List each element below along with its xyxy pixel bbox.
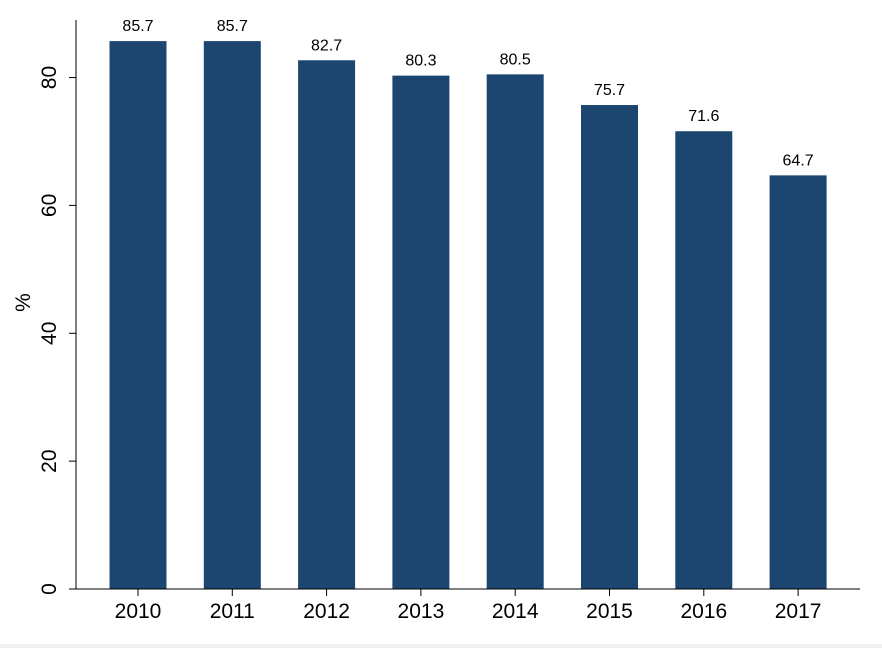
bar-value-label: 80.5 — [500, 51, 531, 68]
x-tick-label: 2017 — [775, 600, 822, 623]
bar — [675, 131, 733, 590]
x-axis-ticks: 2010 2011 2012 2013 2014 2015 2016 2017 — [115, 589, 822, 623]
bar — [298, 60, 356, 589]
bar-value-label: 80.3 — [405, 53, 436, 70]
bar — [109, 41, 167, 589]
bottom-divider — [0, 644, 882, 648]
y-tick-label: 80 — [38, 66, 61, 89]
bar-value-labels: 85.7 85.7 82.7 80.3 80.5 75.7 71.6 64.7 — [122, 18, 813, 169]
bar — [392, 75, 450, 590]
bar-value-label: 85.7 — [122, 18, 153, 35]
y-tick-label: 60 — [38, 194, 61, 217]
bar-value-label: 64.7 — [783, 152, 814, 169]
bar — [769, 175, 827, 589]
y-tick-label: 20 — [38, 449, 61, 472]
x-tick-label: 2016 — [680, 600, 727, 623]
x-tick-label: 2010 — [115, 600, 162, 623]
x-tick-label: 2012 — [303, 600, 350, 623]
bar-value-label: 85.7 — [217, 18, 248, 35]
bars-group — [109, 41, 827, 590]
bar-value-label: 75.7 — [594, 82, 625, 99]
x-tick-label: 2014 — [492, 600, 539, 623]
y-axis-label: % — [12, 293, 35, 312]
x-tick-label: 2015 — [586, 600, 633, 623]
bar — [203, 41, 261, 589]
x-tick-label: 2011 — [210, 600, 255, 623]
x-tick-label: 2013 — [398, 600, 445, 623]
y-axis-ticks: 0 20 40 60 80 — [38, 66, 76, 595]
bar-value-label: 82.7 — [311, 37, 342, 54]
bar-value-label: 71.6 — [688, 108, 719, 125]
y-tick-label: 40 — [38, 322, 61, 345]
bar — [581, 105, 638, 589]
bar — [486, 74, 544, 589]
y-tick-label: 0 — [38, 583, 61, 595]
